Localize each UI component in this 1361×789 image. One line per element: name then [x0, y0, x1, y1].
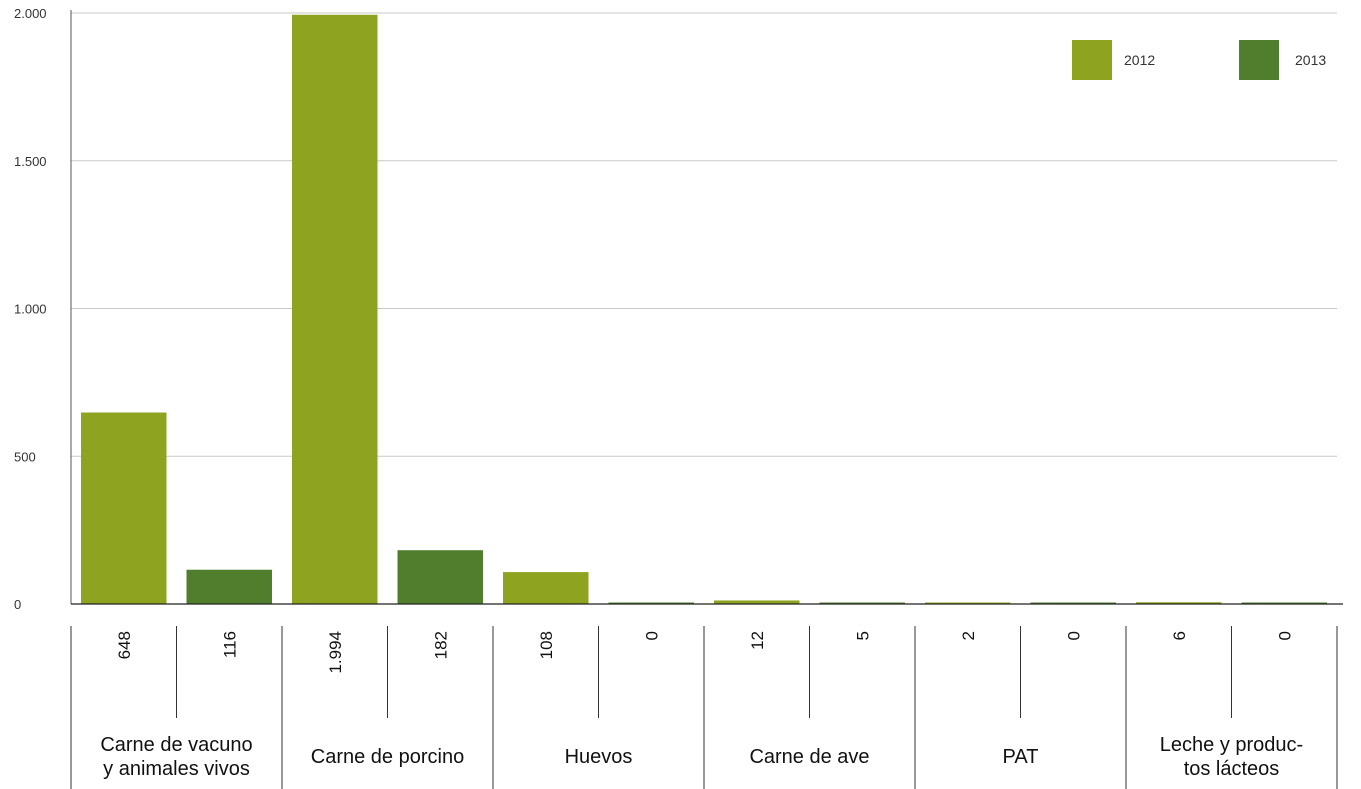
- category-label-5: Leche y produc-tos lácteos: [1160, 734, 1303, 780]
- y-axis-ticks: 0 500 1.000 1.500 2.000: [14, 6, 47, 612]
- value-label-2013-3: 5: [853, 631, 872, 640]
- bar-2012-5: [1136, 602, 1222, 604]
- value-label-2012-5: 6: [1170, 631, 1189, 640]
- bar-2013-0: [186, 569, 272, 604]
- gridlines: [71, 12, 1337, 457]
- legend-swatch-2012: [1072, 40, 1112, 80]
- value-label-2012-3: 12: [748, 631, 767, 650]
- bar-2012-1: [292, 14, 378, 604]
- value-label-2013-2: 0: [642, 631, 661, 640]
- bar-2013-5: [1241, 602, 1327, 604]
- bar-2013-3: [819, 602, 905, 604]
- y-tick-label: 500: [14, 449, 36, 464]
- value-label-2013-4: 0: [1064, 631, 1083, 640]
- value-label-2012-1: 1.994: [326, 631, 345, 674]
- category-label-1: Carne de porcino: [311, 746, 464, 768]
- bars: [81, 14, 1327, 604]
- value-label-2012-2: 108: [537, 631, 556, 659]
- category-label-0: Carne de vacuno y animales vivos: [100, 734, 252, 780]
- y-tick-label: 0: [14, 597, 21, 612]
- bar-2012-4: [925, 602, 1011, 604]
- y-tick-label: 2.000: [14, 6, 47, 21]
- legend-label-2013: 2013: [1295, 52, 1326, 68]
- category-label-3: Carne de ave: [749, 746, 869, 768]
- value-label-2013-0: 116: [220, 631, 239, 658]
- data-table: 648 116 1.994 182 108 0 12 5 2 0 6 0 Carne de vacuno…: [70, 626, 1338, 789]
- bar-2013-1: [397, 550, 483, 604]
- axes: [70, 10, 1343, 605]
- bar-2013-2: [608, 602, 694, 604]
- y-tick-label: 1.000: [14, 302, 47, 317]
- legend-label-2012: 2012: [1124, 52, 1155, 68]
- value-label-2012-0: 648: [115, 631, 134, 659]
- bar-2012-0: [81, 412, 167, 604]
- category-label-2: Huevos: [565, 746, 633, 768]
- bar-2012-3: [714, 600, 800, 604]
- legend-swatch-2013: [1239, 40, 1279, 80]
- bar-2013-4: [1030, 602, 1116, 604]
- legend: 2012 2013: [1072, 40, 1326, 80]
- category-label-4: PAT: [1003, 746, 1039, 768]
- bar-2012-2: [503, 572, 589, 604]
- value-label-2012-4: 2: [959, 631, 978, 640]
- value-label-2013-5: 0: [1275, 631, 1294, 640]
- y-tick-label: 1.500: [14, 154, 47, 169]
- value-label-2013-1: 182: [431, 631, 450, 659]
